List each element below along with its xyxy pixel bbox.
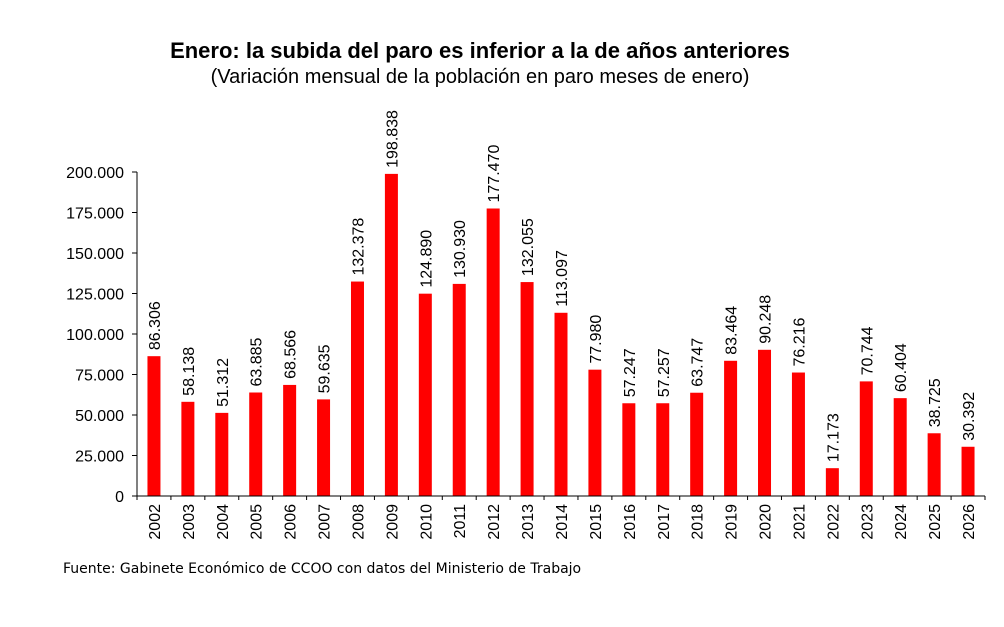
x-tick-label-2015: 2015	[588, 504, 605, 540]
bar-2012	[486, 208, 500, 496]
data-label-2010: 124.890	[418, 230, 435, 288]
bar-2011	[452, 283, 466, 496]
data-label-2019: 83.464	[724, 306, 741, 355]
x-tick-label-2021: 2021	[791, 504, 808, 540]
x-axis: 2002 2003 2004 2005 2006 2007 2008 2009 2010 2011…	[136, 495, 986, 540]
y-tick-label: 200.000	[66, 165, 124, 182]
bar-2025	[927, 433, 941, 496]
x-tick-label-2017: 2017	[656, 504, 673, 540]
y-tick-label: 125.000	[66, 287, 124, 304]
x-tick-label-2025: 2025	[927, 504, 944, 540]
x-tick-label-2022: 2022	[825, 504, 842, 540]
x-tick-label-2024: 2024	[893, 504, 910, 540]
x-tick-label-2013: 2013	[520, 504, 537, 540]
y-axis: 0 25.000 50.000 75.000 100.000 125.000 150.000…	[66, 165, 138, 506]
x-tick-label-2018: 2018	[690, 504, 707, 540]
bar-2013	[520, 282, 534, 496]
bar-2010	[418, 293, 432, 496]
x-tick-label-2026: 2026	[961, 504, 978, 540]
data-label-2017: 57.257	[656, 348, 673, 397]
bar-2009	[384, 173, 398, 496]
bar-2022	[825, 468, 839, 496]
y-tick-label: 25.000	[75, 449, 124, 466]
data-label-2008: 132.378	[350, 218, 367, 276]
y-tick-label: 50.000	[75, 408, 124, 425]
x-tick-label-2004: 2004	[215, 504, 232, 540]
x-tick-label-2010: 2010	[418, 504, 435, 540]
x-tick-label-2020: 2020	[758, 504, 775, 540]
x-tick-label-2009: 2009	[384, 504, 401, 540]
bar-2023	[859, 381, 873, 496]
data-label-2023: 70.744	[859, 326, 876, 375]
chart-subtitle: (Variación mensual de la población en pa…	[210, 66, 750, 88]
y-tick-label: 100.000	[66, 327, 124, 344]
bar-2008	[350, 281, 364, 496]
bar-series	[147, 173, 975, 496]
bar-2007	[317, 399, 331, 496]
bar-2006	[283, 384, 297, 496]
bar-2024	[893, 398, 907, 496]
bar-2014	[554, 312, 568, 496]
x-tick-label-2002: 2002	[147, 504, 164, 540]
data-label-2012: 177.470	[486, 145, 503, 203]
bar-2015	[588, 369, 602, 496]
data-label-2021: 76.216	[791, 317, 808, 366]
bar-2019	[724, 360, 738, 496]
data-label-2002: 86.306	[147, 301, 164, 350]
x-tick-label-2012: 2012	[486, 504, 503, 540]
bar-2026	[961, 446, 975, 496]
x-tick-label-2023: 2023	[859, 504, 876, 540]
y-tick-label: 175.000	[66, 206, 124, 223]
x-tick-label-2003: 2003	[181, 504, 198, 540]
x-tick-label-2019: 2019	[724, 504, 741, 540]
data-label-2016: 57.247	[622, 348, 639, 397]
x-tick-label-2007: 2007	[317, 504, 334, 540]
bar-2002	[147, 356, 161, 496]
x-tick-label-2005: 2005	[249, 504, 266, 540]
bar-2018	[690, 392, 704, 496]
x-tick-label-2014: 2014	[554, 504, 571, 540]
data-label-2013: 132.055	[520, 218, 537, 276]
data-label-2005: 63.885	[249, 337, 266, 386]
data-label-2006: 68.566	[283, 330, 300, 379]
data-label-2020: 90.248	[758, 295, 775, 344]
data-label-2024: 60.404	[893, 343, 910, 392]
bar-2016	[622, 403, 636, 496]
bar-2021	[791, 372, 805, 496]
data-label-2007: 59.635	[317, 344, 334, 393]
y-tick-label: 150.000	[66, 246, 124, 263]
bar-2004	[215, 412, 229, 496]
x-tick-label-2008: 2008	[350, 504, 367, 540]
bar-2020	[758, 349, 772, 496]
data-label-2009: 198.838	[384, 110, 401, 168]
data-label-2025: 38.725	[927, 378, 944, 427]
data-label-2026: 30.392	[961, 392, 978, 441]
bar-2005	[249, 392, 263, 496]
data-label-2014: 113.097	[554, 250, 571, 307]
y-tick-label: 75.000	[75, 368, 124, 385]
chart-title: Enero: la subida del paro es inferior a …	[170, 38, 790, 63]
data-label-2015: 77.980	[588, 315, 605, 364]
data-labels: 86.306 58.138 51.312 63.885 68.566 59.635 132.…	[147, 110, 978, 462]
bar-2017	[656, 403, 670, 496]
data-label-2004: 51.312	[215, 358, 232, 407]
data-label-2003: 58.138	[181, 347, 198, 396]
data-label-2022: 17.173	[825, 413, 842, 462]
y-tick-label: 0	[115, 489, 124, 506]
data-label-2011: 130.930	[452, 220, 469, 278]
x-tick-label-2016: 2016	[622, 504, 639, 540]
bar-2003	[181, 401, 195, 496]
x-tick-label-2011: 2011	[452, 504, 469, 539]
x-tick-label-2006: 2006	[283, 504, 300, 540]
data-label-2018: 63.747	[690, 338, 707, 387]
source-note: Fuente: Gabinete Económico de CCOO con d…	[63, 561, 582, 577]
